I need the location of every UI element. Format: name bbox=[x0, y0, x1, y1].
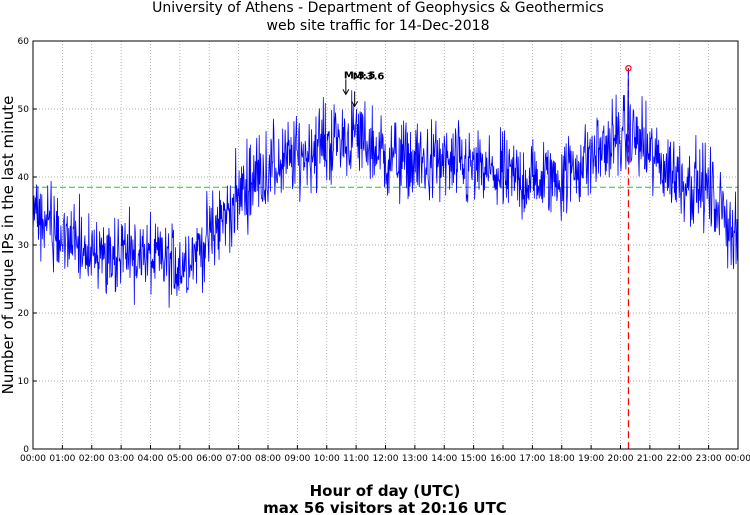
chart-subtitle: web site traffic for 14-Dec-2018 bbox=[267, 18, 490, 34]
annotation-arrowhead bbox=[351, 101, 359, 108]
x-tick-label: 11:00 bbox=[343, 454, 369, 464]
y-axis-ticks: 0 10 20 30 40 50 60 bbox=[18, 37, 37, 455]
x-tick-label: 04:00 bbox=[138, 454, 164, 464]
x-tick-label: 19:00 bbox=[578, 454, 604, 464]
x-tick-label: 23:00 bbox=[696, 454, 722, 464]
x-axis-ticks: 00:00 01:00 02:00 03:00 04:00 05:00 06:00 07:00… bbox=[20, 445, 750, 464]
annotation-arrowhead bbox=[342, 89, 350, 96]
x-tick-label: 09:00 bbox=[284, 454, 310, 464]
x-tick-label: 15:00 bbox=[461, 454, 487, 464]
annotation-label: M:3.6 bbox=[353, 71, 385, 82]
x-tick-label: 18:00 bbox=[549, 454, 575, 464]
x-tick-label: 20:00 bbox=[608, 454, 634, 464]
x-axis-label: Hour of day (UTC) bbox=[310, 482, 461, 500]
y-axis-label: Number of unique IPs in the last minute bbox=[0, 96, 17, 395]
max-point-marker bbox=[625, 64, 632, 72]
x-tick-label: 00:00 bbox=[20, 454, 46, 464]
annotation-label: M:3.5 bbox=[344, 70, 376, 81]
x-tick-label: 02:00 bbox=[79, 454, 105, 464]
chart-footer: max 56 visitors at 20:16 UTC bbox=[263, 499, 507, 515]
y-tick-label: 30 bbox=[18, 241, 30, 251]
y-tick-label: 50 bbox=[18, 105, 30, 115]
x-tick-label: 03:00 bbox=[108, 454, 134, 464]
y-tick-label: 40 bbox=[18, 173, 30, 183]
x-tick-label: 21:00 bbox=[637, 454, 663, 464]
x-tick-label: 17:00 bbox=[519, 454, 545, 464]
x-tick-label: 10:00 bbox=[314, 454, 340, 464]
y-tick-label: 0 bbox=[23, 445, 29, 455]
x-tick-label: 07:00 bbox=[226, 454, 252, 464]
x-tick-label: 06:00 bbox=[196, 454, 222, 464]
x-tick-label: 01:00 bbox=[49, 454, 75, 464]
x-tick-label: 00:00 bbox=[725, 454, 750, 464]
y-tick-label: 20 bbox=[18, 309, 30, 319]
annotations: M:3.5M:3.6 bbox=[342, 70, 385, 108]
y-tick-label: 60 bbox=[18, 37, 30, 47]
x-tick-label: 22:00 bbox=[666, 454, 692, 464]
x-tick-label: 05:00 bbox=[167, 454, 193, 464]
x-tick-label: 16:00 bbox=[490, 454, 516, 464]
y-tick-label: 10 bbox=[18, 377, 30, 387]
x-tick-label: 13:00 bbox=[402, 454, 428, 464]
x-tick-label: 08:00 bbox=[255, 454, 281, 464]
series-line bbox=[32, 68, 739, 308]
x-tick-label: 12:00 bbox=[373, 454, 399, 464]
chart-title: University of Athens - Department of Geo… bbox=[152, 0, 604, 16]
x-tick-label: 14:00 bbox=[431, 454, 457, 464]
